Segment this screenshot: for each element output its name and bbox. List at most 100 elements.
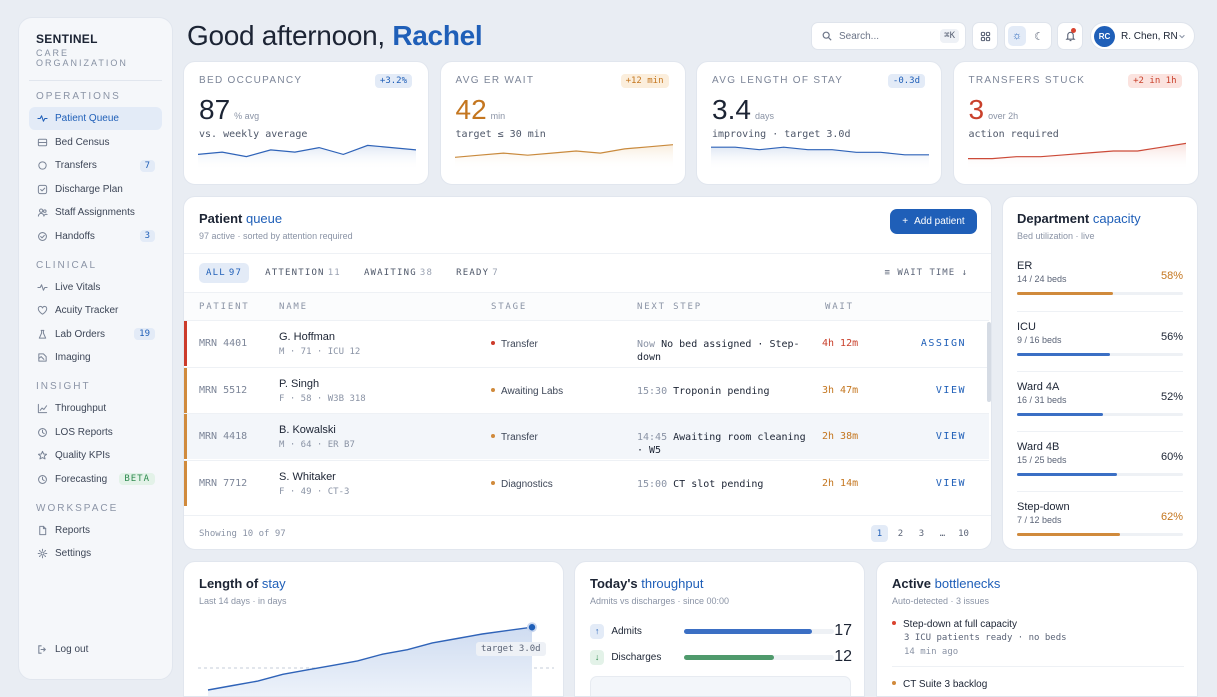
sort-control[interactable]: ≡ WAIT TIME ↓	[885, 268, 968, 278]
admits-value: 17	[834, 622, 852, 639]
sidebar-item-discharge-plan[interactable]: Discharge Plan	[29, 178, 162, 201]
filter-tab-ready[interactable]: READY 7	[449, 263, 506, 283]
kpi-subtext: target ≤ 30 min	[455, 129, 546, 140]
dept-subtitle: Bed utilization · live	[1017, 231, 1095, 241]
user-menu[interactable]: RC R. Chen, RN	[1090, 22, 1195, 50]
add-patient-label: Add patient	[914, 216, 965, 227]
page-button[interactable]: 3	[918, 528, 925, 539]
filter-tab-attention[interactable]: ATTENTION 11	[258, 263, 348, 283]
bottleneck-item[interactable]: CT Suite 3 backlog	[892, 679, 1184, 690]
kpi-card-transfers-stuck[interactable]: TRANSFERS STUCK +2 in 1h 3 over 2h action re…	[952, 61, 1199, 185]
page-button[interactable]: 2	[897, 528, 904, 539]
table-row[interactable]: MRN 4401 G. Hoffman M · 71 · ICU 12 Transfe…	[184, 320, 989, 366]
patient-name[interactable]: P. Singh	[279, 377, 320, 390]
sidebar-item-live-vitals[interactable]: Live Vitals	[29, 276, 162, 299]
add-patient-button[interactable]: + Add patient	[890, 209, 977, 234]
filter-count: 7	[492, 268, 499, 278]
page-button[interactable]: 10	[958, 528, 969, 539]
kpi-sparkline	[711, 146, 929, 170]
assign-button[interactable]: ASSIGN	[920, 338, 966, 349]
sparkline-area	[198, 145, 416, 170]
sidebar-item-reports[interactable]: Reports	[29, 519, 162, 542]
ward-row[interactable]: ICU 9 / 16 beds 56%	[1017, 311, 1183, 371]
patient-name[interactable]: G. Hoffman	[279, 331, 336, 343]
queue-title-b: queue	[245, 211, 283, 226]
nav-section-insight: INSIGHT	[36, 381, 91, 392]
discharges-bar	[684, 654, 835, 660]
nav-badge: 19	[134, 328, 155, 340]
filter-label: READY	[456, 268, 490, 278]
view-button[interactable]: VIEW	[935, 431, 966, 442]
sun-icon[interactable]: ☼	[1008, 26, 1026, 46]
col-name[interactable]: NAME	[279, 302, 308, 312]
sidebar-item-label: Bed Census	[55, 136, 110, 148]
filter-tab-all[interactable]: ALL 97	[199, 263, 250, 283]
kpi-card-bed-occupancy[interactable]: BED OCCUPANCY +3.2% 87% avg vs. weekly aver…	[183, 61, 429, 185]
col-wait[interactable]: WAIT	[825, 302, 854, 312]
avatar: RC	[1094, 25, 1115, 47]
sidebar-item-throughput[interactable]: Throughput	[29, 397, 162, 420]
patient-meta: M · 71 · ICU 12	[279, 347, 361, 357]
ward-name: ER	[1017, 260, 1033, 272]
sidebar-item-quality-kpis[interactable]: Quality KPIs	[29, 444, 162, 467]
logout-button[interactable]: Log out	[29, 638, 164, 661]
table-row[interactable]: MRN 4418 B. Kowalski M · 64 · ER B7 Transfe…	[184, 413, 989, 459]
view-button[interactable]: VIEW	[935, 477, 966, 489]
kpi-sparkline	[454, 144, 673, 170]
patient-name[interactable]: S. Whitaker	[279, 470, 336, 483]
sidebar-item-transfers[interactable]: Transfers 7	[29, 154, 162, 177]
los-chart	[198, 622, 554, 696]
theme-toggle[interactable]: ☼ ☾	[1004, 22, 1052, 50]
sidebar-item-acuity-tracker[interactable]: Acuity Tracker	[29, 299, 162, 322]
table-row[interactable]: MRN 5512 P. Singh F · 58 · W3B 318 Awaiting…	[184, 366, 989, 413]
sidebar-item-handoffs[interactable]: Handoffs 3	[29, 225, 162, 248]
ward-capacity-bar	[1017, 353, 1183, 356]
ward-row[interactable]: ER 14 / 24 beds 58%	[1017, 251, 1183, 311]
notifications-button[interactable]	[1057, 22, 1083, 50]
filter-tab-awaiting[interactable]: AWAITING 38	[357, 263, 440, 283]
sidebar-item-forecasting[interactable]: Forecasting BETA	[29, 468, 162, 491]
ward-row[interactable]: Ward 4A 16 / 31 beds 52%	[1017, 371, 1183, 431]
los-title-a: Length of	[199, 576, 259, 591]
pagination-ellipsis: …	[939, 528, 946, 539]
los-area	[208, 627, 532, 696]
apps-button[interactable]	[972, 22, 998, 50]
ward-beds: 9 / 16 beds	[1017, 335, 1062, 345]
ward-row[interactable]: Ward 4B 15 / 25 beds 60%	[1017, 431, 1183, 491]
col-next-step[interactable]: NEXT STEP	[637, 302, 702, 312]
col-stage[interactable]: STAGE	[491, 302, 528, 312]
ward-row[interactable]: Step-down 7 / 12 beds 62%	[1017, 491, 1183, 549]
sidebar-item-bed-census[interactable]: Bed Census	[29, 131, 162, 154]
severity-bar	[184, 367, 187, 413]
nav-badge: BETA	[119, 473, 155, 485]
sidebar-item-staff-assignments[interactable]: Staff Assignments	[29, 201, 162, 224]
table-row[interactable]: MRN 7712 S. Whitaker F · 49 · CT-3 Diagnost…	[184, 459, 989, 506]
filter-label: AWAITING	[363, 268, 417, 278]
search-input[interactable]: Search...	[839, 30, 880, 42]
brand: SENTINEL CARE ORGANIZATION	[29, 32, 162, 68]
kpi-value: 3 over 2h	[969, 94, 1183, 126]
kpi-delta-badge: +2 in 1h	[1128, 74, 1182, 88]
sidebar-item-lab-orders[interactable]: Lab Orders 19	[29, 323, 162, 346]
search-icon	[822, 31, 832, 41]
sidebar: SENTINEL CARE ORGANIZATION OPERATIONS Pa…	[18, 17, 173, 680]
sidebar-item-los-reports[interactable]: LOS Reports	[29, 421, 162, 444]
ward-percent: 52%	[1160, 391, 1183, 403]
target-label: target 3.0d	[476, 642, 546, 656]
search-bar[interactable]: Search... ⌘K	[811, 22, 966, 50]
bottleneck-item[interactable]: Step-down at full capacity 3 ICU patients…	[892, 619, 1184, 667]
ward-capacity-bar	[1017, 413, 1183, 416]
moon-icon[interactable]: ☾	[1034, 30, 1044, 43]
ward-name: ICU	[1017, 321, 1036, 333]
page-button[interactable]: 1	[871, 525, 888, 542]
sidebar-item-settings[interactable]: Settings	[29, 542, 162, 565]
patient-name[interactable]: B. Kowalski	[279, 424, 336, 436]
sidebar-item-imaging[interactable]: Imaging	[29, 346, 162, 369]
col-patient[interactable]: PATIENT	[199, 302, 250, 312]
throughput-title-b: throughput	[641, 576, 704, 591]
kpi-card-avg-er-wait[interactable]: AVG ER WAIT +12 min 42 min target ≤ 30 min	[439, 61, 686, 185]
sidebar-item-patient-queue[interactable]: Patient Queue	[29, 107, 162, 130]
view-button[interactable]: VIEW	[935, 384, 966, 396]
kpi-card-avg-length-of-stay[interactable]: AVG LENGTH OF STAY -0.3d 3.4 days improving …	[696, 61, 942, 185]
table-scrollbar[interactable]	[987, 322, 991, 402]
